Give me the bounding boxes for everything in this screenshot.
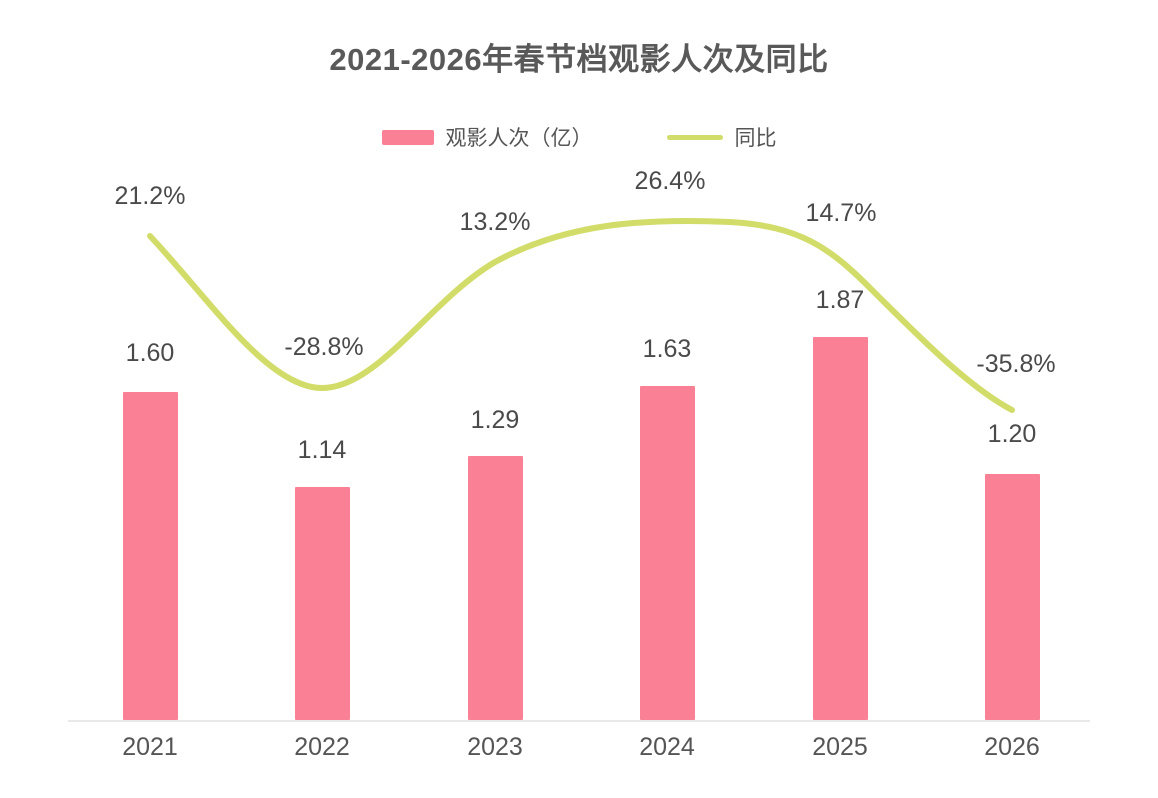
legend-item-line-label: 同比 <box>734 127 777 150</box>
x-tick-2023: 2023 <box>467 733 523 761</box>
x-tick-2022: 2022 <box>294 733 350 761</box>
bar-2026[interactable] <box>985 474 1040 720</box>
pct-label-2023: 13.2% <box>459 208 531 236</box>
bar-label-2021: 1.60 <box>125 339 175 367</box>
bar-2023[interactable] <box>468 456 523 720</box>
bar-label-2023: 1.29 <box>470 406 520 434</box>
bar-label-2022: 1.14 <box>297 436 347 464</box>
legend-item-line[interactable]: 同比 <box>666 122 777 152</box>
chart-legend: 观影人次（亿） 同比 <box>0 122 1158 152</box>
pct-label-2024: 26.4% <box>634 167 706 195</box>
x-tick-2025: 2025 <box>812 733 868 761</box>
bar-2021[interactable] <box>123 392 178 720</box>
page-title: 2021-2026年春节档观影人次及同比 <box>329 42 829 77</box>
bar-label-2026: 1.20 <box>987 420 1037 448</box>
legend-item-bar-label: 观影人次（亿） <box>445 127 593 150</box>
bar-label-2024: 1.63 <box>642 335 692 363</box>
legend-item-bar[interactable]: 观影人次（亿） <box>381 122 593 152</box>
x-tick-2026: 2026 <box>984 733 1040 761</box>
pct-label-2022: -28.8% <box>284 333 364 361</box>
bar-2022[interactable] <box>295 487 350 720</box>
bar-swatch-icon <box>381 129 434 145</box>
pct-label-2025: 14.7% <box>805 199 877 227</box>
pct-label-2021: 21.2% <box>114 182 186 210</box>
x-tick-2024: 2024 <box>639 733 695 761</box>
bar-label-2025: 1.87 <box>815 286 865 314</box>
pct-label-2026: -35.8% <box>976 350 1056 378</box>
bar-2025[interactable] <box>813 337 868 720</box>
trend-line-path <box>147 217 1015 413</box>
bar-2024[interactable] <box>640 386 695 720</box>
x-tick-2021: 2021 <box>122 733 178 761</box>
line-swatch-icon <box>666 134 723 140</box>
x-axis-line <box>68 720 1090 722</box>
